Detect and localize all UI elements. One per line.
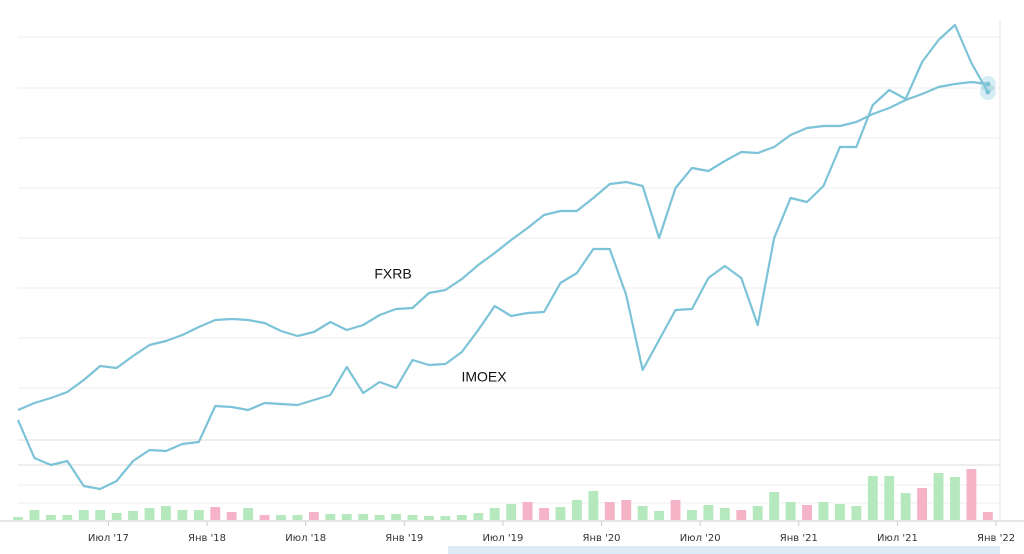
- volume-bar: [621, 500, 632, 520]
- volume-bar: [292, 515, 303, 520]
- x-tick-label: Янв '20: [583, 533, 621, 544]
- volume-bar: [144, 508, 155, 520]
- volume-bar: [802, 505, 812, 520]
- volume-bar: [45, 515, 56, 520]
- volume-bar: [506, 504, 517, 520]
- volume-bar: [308, 512, 319, 520]
- volume-bar: [391, 514, 402, 520]
- volume-bar: [571, 500, 582, 520]
- volume-bar: [982, 512, 993, 520]
- x-tick-label: Июл '18: [285, 533, 326, 544]
- volume-bar: [473, 513, 484, 520]
- volume-bar: [917, 488, 928, 520]
- volume-bar: [719, 508, 730, 520]
- volume-bar: [78, 510, 89, 520]
- grid: [0, 20, 1024, 522]
- volume-bar: [243, 508, 254, 520]
- x-tick-label: Июл '21: [877, 533, 918, 544]
- x-tick-label: Янв '21: [780, 533, 818, 544]
- volume-bar: [161, 506, 171, 520]
- volume-bar: [325, 514, 336, 520]
- volume-bar: [522, 502, 533, 520]
- volume-bar: [966, 469, 977, 520]
- volume-bar: [358, 514, 369, 520]
- volume-bar: [736, 510, 747, 520]
- volume-bar: [867, 476, 878, 520]
- x-tick-label: Июл '19: [482, 533, 523, 544]
- volume-bar: [374, 515, 385, 520]
- volume-bar: [29, 510, 40, 520]
- volume-bar: [884, 476, 895, 520]
- x-tick-label: Июл '17: [88, 533, 129, 544]
- volume-bar: [489, 508, 500, 520]
- volume-bar: [193, 510, 204, 520]
- volume-bar: [769, 492, 780, 520]
- x-tick-label: Янв '22: [977, 533, 1015, 544]
- volume-bar: [654, 511, 665, 520]
- volume-bar: [407, 515, 418, 520]
- line: [17, 80, 988, 412]
- volume-bar: [637, 506, 648, 520]
- x-tick-label: Янв '19: [385, 533, 423, 544]
- volume-bar: [950, 477, 960, 520]
- end-point: [985, 81, 991, 87]
- volume-bar: [604, 502, 615, 520]
- volume-bar: [177, 510, 188, 520]
- x-tick-label: Июл '20: [680, 533, 721, 544]
- volume-bar: [111, 513, 122, 520]
- line: [16, 23, 989, 491]
- volume-bar: [226, 512, 237, 520]
- volume-bar: [752, 506, 763, 520]
- x-tick-label: Янв '18: [188, 533, 226, 544]
- volume-bar: [128, 511, 138, 520]
- volume-bar: [13, 517, 23, 520]
- volume-bar: [818, 502, 829, 520]
- volume-bar: [900, 493, 911, 520]
- volume-bar: [276, 515, 286, 520]
- volume-bar: [62, 515, 73, 520]
- volume-bar: [440, 516, 451, 520]
- volume-bar: [341, 514, 352, 520]
- volume-bar: [670, 500, 681, 520]
- volume-bar: [424, 516, 434, 520]
- volume-bar: [687, 510, 697, 520]
- volume-bar: [588, 491, 599, 520]
- end-point: [985, 89, 991, 95]
- volume-bar: [933, 473, 944, 520]
- series-label: IMOEX: [461, 369, 507, 385]
- volume-bar: [555, 507, 566, 520]
- series-label: FXRB: [374, 266, 411, 282]
- volume-bar: [785, 502, 796, 520]
- volume-bar: [210, 507, 221, 520]
- volume-bar: [259, 515, 270, 520]
- volume-bar: [456, 515, 467, 520]
- navigator[interactable]: [448, 546, 1000, 554]
- volume-bar: [95, 510, 106, 520]
- volume-bar: [539, 508, 549, 520]
- volume-bar: [834, 504, 845, 520]
- volume-bar: [703, 505, 714, 520]
- volume-bar: [851, 506, 862, 520]
